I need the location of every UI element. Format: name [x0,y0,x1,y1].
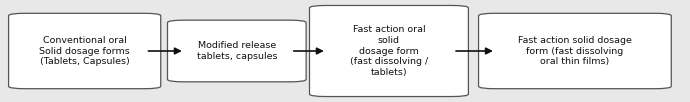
Text: Fast action oral
solid
dosage form
(fast dissolving /
tablets): Fast action oral solid dosage form (fast… [350,25,428,77]
Text: Fast action solid dosage
form (fast dissolving
oral thin films): Fast action solid dosage form (fast diss… [518,36,632,66]
Text: Modified release
tablets, capsules: Modified release tablets, capsules [197,41,277,61]
Text: Conventional oral
Solid dosage forms
(Tablets, Capsules): Conventional oral Solid dosage forms (Ta… [39,36,130,66]
FancyBboxPatch shape [310,6,469,96]
FancyBboxPatch shape [8,13,161,89]
FancyBboxPatch shape [168,20,306,82]
FancyBboxPatch shape [479,13,671,89]
